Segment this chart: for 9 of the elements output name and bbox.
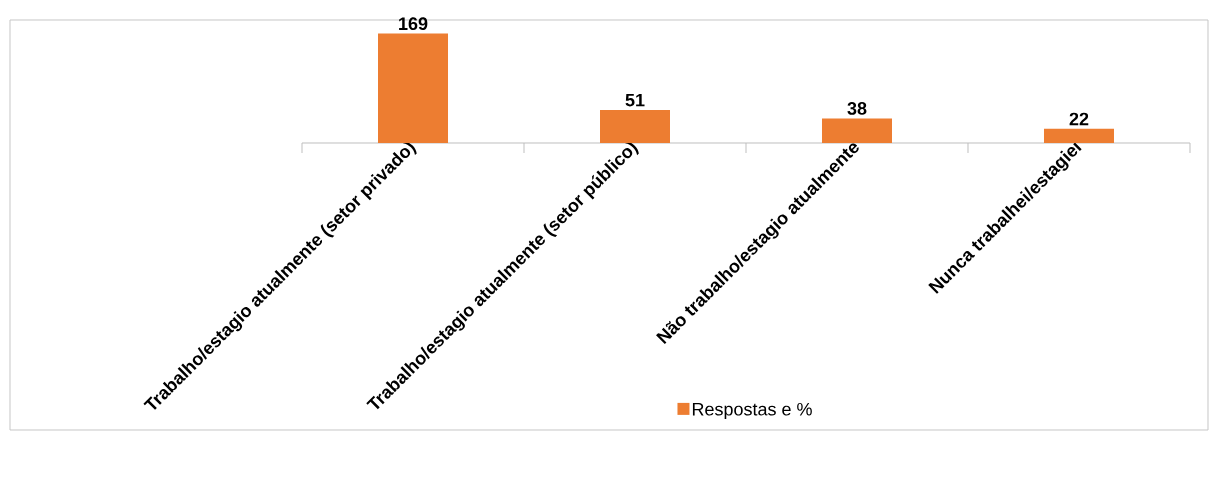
bar	[600, 109, 670, 143]
bar	[822, 118, 892, 143]
data-label: 22	[1069, 112, 1089, 126]
data-label: 38	[847, 102, 867, 115]
data-label: 169	[399, 17, 428, 31]
bar	[378, 33, 448, 143]
data-label: 51	[625, 93, 645, 107]
legend-label: Respostas e %	[692, 402, 812, 420]
bar	[1043, 128, 1114, 143]
